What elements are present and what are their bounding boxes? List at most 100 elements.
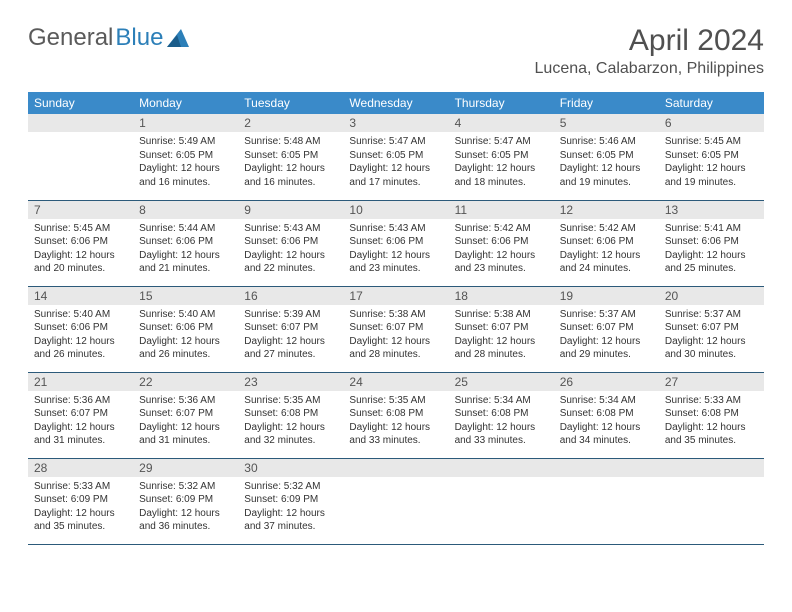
sunrise-text: Sunrise: 5:32 AM bbox=[139, 480, 232, 494]
calendar-cell bbox=[449, 458, 554, 544]
daylight-text: Daylight: 12 hours and 35 minutes. bbox=[34, 507, 127, 534]
day-body: Sunrise: 5:38 AMSunset: 6:07 PMDaylight:… bbox=[449, 305, 554, 364]
daylight-text: Daylight: 12 hours and 35 minutes. bbox=[665, 421, 758, 448]
day-number: 1 bbox=[133, 114, 238, 132]
day-body: Sunrise: 5:48 AMSunset: 6:05 PMDaylight:… bbox=[238, 132, 343, 191]
calendar-cell: 5Sunrise: 5:46 AMSunset: 6:05 PMDaylight… bbox=[554, 114, 659, 200]
sunset-text: Sunset: 6:07 PM bbox=[665, 321, 758, 335]
day-number: 23 bbox=[238, 373, 343, 391]
day-body: Sunrise: 5:43 AMSunset: 6:06 PMDaylight:… bbox=[238, 219, 343, 278]
weekday-header: Tuesday bbox=[238, 92, 343, 114]
sunrise-text: Sunrise: 5:37 AM bbox=[560, 308, 653, 322]
day-body: Sunrise: 5:41 AMSunset: 6:06 PMDaylight:… bbox=[659, 219, 764, 278]
sunset-text: Sunset: 6:06 PM bbox=[34, 235, 127, 249]
weekday-header: Wednesday bbox=[343, 92, 448, 114]
sunrise-text: Sunrise: 5:42 AM bbox=[455, 222, 548, 236]
sunrise-text: Sunrise: 5:36 AM bbox=[34, 394, 127, 408]
day-number: 25 bbox=[449, 373, 554, 391]
calendar-cell: 29Sunrise: 5:32 AMSunset: 6:09 PMDayligh… bbox=[133, 458, 238, 544]
day-body: Sunrise: 5:36 AMSunset: 6:07 PMDaylight:… bbox=[133, 391, 238, 450]
day-body: Sunrise: 5:37 AMSunset: 6:07 PMDaylight:… bbox=[659, 305, 764, 364]
brand-part2: Blue bbox=[115, 24, 163, 52]
sunset-text: Sunset: 6:08 PM bbox=[349, 407, 442, 421]
day-number: 8 bbox=[133, 201, 238, 219]
calendar-cell: 6Sunrise: 5:45 AMSunset: 6:05 PMDaylight… bbox=[659, 114, 764, 200]
day-body: Sunrise: 5:35 AMSunset: 6:08 PMDaylight:… bbox=[238, 391, 343, 450]
daylight-text: Daylight: 12 hours and 26 minutes. bbox=[139, 335, 232, 362]
day-number: 10 bbox=[343, 201, 448, 219]
day-number: 3 bbox=[343, 114, 448, 132]
daylight-text: Daylight: 12 hours and 32 minutes. bbox=[244, 421, 337, 448]
calendar-row: 7Sunrise: 5:45 AMSunset: 6:06 PMDaylight… bbox=[28, 200, 764, 286]
day-body: Sunrise: 5:36 AMSunset: 6:07 PMDaylight:… bbox=[28, 391, 133, 450]
calendar-cell bbox=[28, 114, 133, 200]
sunset-text: Sunset: 6:09 PM bbox=[34, 493, 127, 507]
sunset-text: Sunset: 6:07 PM bbox=[349, 321, 442, 335]
sunset-text: Sunset: 6:06 PM bbox=[139, 235, 232, 249]
day-body: Sunrise: 5:47 AMSunset: 6:05 PMDaylight:… bbox=[449, 132, 554, 191]
calendar-cell: 13Sunrise: 5:41 AMSunset: 6:06 PMDayligh… bbox=[659, 200, 764, 286]
calendar-body: 1Sunrise: 5:49 AMSunset: 6:05 PMDaylight… bbox=[28, 114, 764, 544]
brand-logo: GeneralBlue bbox=[28, 24, 189, 52]
day-number: 4 bbox=[449, 114, 554, 132]
weekday-header: Sunday bbox=[28, 92, 133, 114]
calendar-cell: 22Sunrise: 5:36 AMSunset: 6:07 PMDayligh… bbox=[133, 372, 238, 458]
sunset-text: Sunset: 6:05 PM bbox=[244, 149, 337, 163]
day-number: 9 bbox=[238, 201, 343, 219]
day-body: Sunrise: 5:32 AMSunset: 6:09 PMDaylight:… bbox=[133, 477, 238, 536]
day-number: 27 bbox=[659, 373, 764, 391]
day-body: Sunrise: 5:49 AMSunset: 6:05 PMDaylight:… bbox=[133, 132, 238, 191]
weekday-header-row: Sunday Monday Tuesday Wednesday Thursday… bbox=[28, 92, 764, 114]
day-body: Sunrise: 5:46 AMSunset: 6:05 PMDaylight:… bbox=[554, 132, 659, 191]
day-number: 11 bbox=[449, 201, 554, 219]
sunrise-text: Sunrise: 5:34 AM bbox=[560, 394, 653, 408]
daylight-text: Daylight: 12 hours and 29 minutes. bbox=[560, 335, 653, 362]
calendar-table: Sunday Monday Tuesday Wednesday Thursday… bbox=[28, 92, 764, 545]
calendar-cell: 4Sunrise: 5:47 AMSunset: 6:05 PMDaylight… bbox=[449, 114, 554, 200]
day-body: Sunrise: 5:45 AMSunset: 6:05 PMDaylight:… bbox=[659, 132, 764, 191]
calendar-cell: 11Sunrise: 5:42 AMSunset: 6:06 PMDayligh… bbox=[449, 200, 554, 286]
sunset-text: Sunset: 6:06 PM bbox=[560, 235, 653, 249]
daylight-text: Daylight: 12 hours and 19 minutes. bbox=[560, 162, 653, 189]
calendar-cell: 23Sunrise: 5:35 AMSunset: 6:08 PMDayligh… bbox=[238, 372, 343, 458]
day-number: 20 bbox=[659, 287, 764, 305]
day-number: 28 bbox=[28, 459, 133, 477]
calendar-cell: 16Sunrise: 5:39 AMSunset: 6:07 PMDayligh… bbox=[238, 286, 343, 372]
calendar-cell: 8Sunrise: 5:44 AMSunset: 6:06 PMDaylight… bbox=[133, 200, 238, 286]
sunrise-text: Sunrise: 5:47 AM bbox=[349, 135, 442, 149]
daylight-text: Daylight: 12 hours and 28 minutes. bbox=[455, 335, 548, 362]
daylight-text: Daylight: 12 hours and 22 minutes. bbox=[244, 249, 337, 276]
day-number: 18 bbox=[449, 287, 554, 305]
sunset-text: Sunset: 6:09 PM bbox=[139, 493, 232, 507]
calendar-cell bbox=[554, 458, 659, 544]
day-body: Sunrise: 5:34 AMSunset: 6:08 PMDaylight:… bbox=[449, 391, 554, 450]
title-block: April 2024 Lucena, Calabarzon, Philippin… bbox=[535, 24, 764, 78]
sunrise-text: Sunrise: 5:49 AM bbox=[139, 135, 232, 149]
weekday-header: Thursday bbox=[449, 92, 554, 114]
calendar-cell: 26Sunrise: 5:34 AMSunset: 6:08 PMDayligh… bbox=[554, 372, 659, 458]
calendar-cell: 27Sunrise: 5:33 AMSunset: 6:08 PMDayligh… bbox=[659, 372, 764, 458]
sunrise-text: Sunrise: 5:32 AM bbox=[244, 480, 337, 494]
day-number: 24 bbox=[343, 373, 448, 391]
day-number: 21 bbox=[28, 373, 133, 391]
calendar-cell: 17Sunrise: 5:38 AMSunset: 6:07 PMDayligh… bbox=[343, 286, 448, 372]
sunset-text: Sunset: 6:08 PM bbox=[560, 407, 653, 421]
daylight-text: Daylight: 12 hours and 27 minutes. bbox=[244, 335, 337, 362]
sunset-text: Sunset: 6:08 PM bbox=[665, 407, 758, 421]
sunrise-text: Sunrise: 5:36 AM bbox=[139, 394, 232, 408]
day-number: 15 bbox=[133, 287, 238, 305]
day-number: 30 bbox=[238, 459, 343, 477]
sunrise-text: Sunrise: 5:37 AM bbox=[665, 308, 758, 322]
daylight-text: Daylight: 12 hours and 34 minutes. bbox=[560, 421, 653, 448]
month-year: April 2024 bbox=[535, 24, 764, 58]
sunrise-text: Sunrise: 5:35 AM bbox=[244, 394, 337, 408]
sunset-text: Sunset: 6:05 PM bbox=[560, 149, 653, 163]
daylight-text: Daylight: 12 hours and 31 minutes. bbox=[139, 421, 232, 448]
sunrise-text: Sunrise: 5:40 AM bbox=[34, 308, 127, 322]
calendar-cell: 18Sunrise: 5:38 AMSunset: 6:07 PMDayligh… bbox=[449, 286, 554, 372]
calendar-cell: 30Sunrise: 5:32 AMSunset: 6:09 PMDayligh… bbox=[238, 458, 343, 544]
sunrise-text: Sunrise: 5:46 AM bbox=[560, 135, 653, 149]
calendar-row: 21Sunrise: 5:36 AMSunset: 6:07 PMDayligh… bbox=[28, 372, 764, 458]
daylight-text: Daylight: 12 hours and 28 minutes. bbox=[349, 335, 442, 362]
day-body: Sunrise: 5:39 AMSunset: 6:07 PMDaylight:… bbox=[238, 305, 343, 364]
